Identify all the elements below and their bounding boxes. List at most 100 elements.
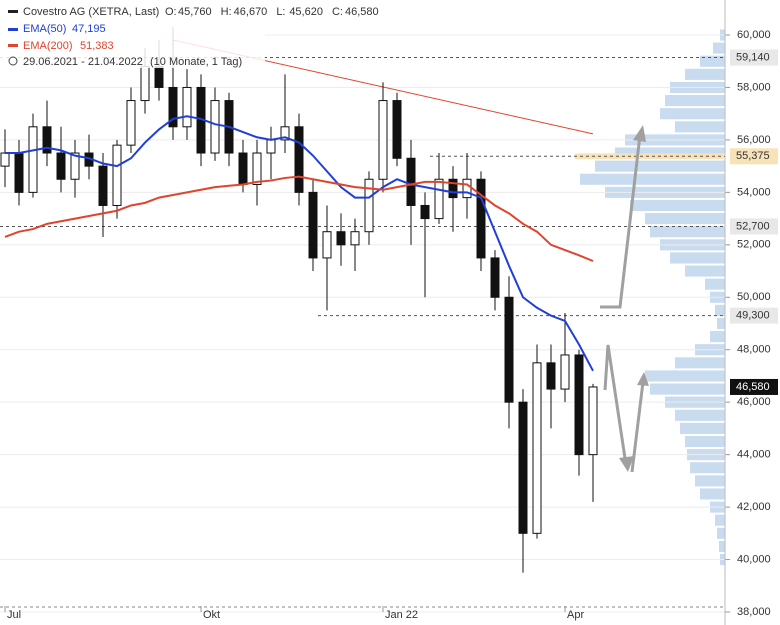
volume-bar [685, 68, 725, 80]
y-tick-label: 60,000 [737, 29, 771, 41]
legend-swatch [8, 28, 18, 31]
y-tick-label: 44,000 [737, 449, 771, 461]
legend-bg [0, 2, 265, 68]
candle-body [560, 354, 570, 390]
candle-body [364, 178, 374, 233]
candle-body [350, 231, 360, 246]
legend-swatch [8, 44, 18, 47]
candle-body [490, 257, 500, 298]
volume-bar [715, 304, 725, 316]
volume-bar [717, 317, 725, 330]
candle-body [574, 354, 584, 456]
x-tick-label: Jan 22 [385, 609, 418, 621]
volume-bar [700, 55, 725, 67]
candle-body [462, 178, 472, 199]
candle-body [588, 386, 598, 456]
ohlc-value: 46,670 [234, 6, 268, 18]
candle-body [406, 157, 416, 206]
level-highlight [575, 153, 725, 160]
ohlc-key: C: [332, 6, 343, 18]
volume-bar [705, 278, 725, 290]
volume-bar [645, 213, 725, 225]
y-tick-label: 54,000 [737, 186, 771, 198]
volume-bar [675, 121, 725, 133]
candle-body [182, 86, 192, 128]
period: (10 Monate, 1 Tag) [150, 56, 242, 68]
level-label-bg [730, 218, 778, 235]
arrow [600, 134, 642, 309]
volume-bar [580, 173, 725, 185]
last-price-bg [730, 378, 778, 395]
candle-body [42, 126, 52, 154]
y-tick-label: 46,000 [737, 396, 771, 408]
chart-title: Covestro AG (XETRA, Last) [23, 6, 159, 18]
x-tick-label: Apr [567, 609, 584, 621]
legend-label: EMA(50) [23, 23, 66, 35]
arrow-head [637, 372, 649, 386]
y-tick-label: 38,000 [737, 606, 771, 618]
legend: Covestro AG (XETRA, Last) O: 45,760 H: 46,6… [0, 2, 379, 68]
candle-body [112, 144, 122, 206]
volume-bar [690, 462, 725, 474]
level-label: 49,300 [736, 310, 770, 322]
volume-bar [717, 527, 725, 539]
candle-body [294, 126, 304, 193]
candle-body [56, 152, 66, 180]
candle-body [336, 231, 346, 246]
candle-body [126, 100, 136, 146]
candle-body [448, 178, 458, 199]
ohlc-value: 45,760 [178, 6, 212, 18]
candle-body [0, 152, 10, 167]
level-label: 59,140 [736, 51, 770, 63]
last-price-label: 46,580 [736, 381, 770, 393]
candle-body [546, 362, 556, 390]
level-label-bg [730, 307, 778, 324]
candle-body [266, 139, 276, 154]
volume-bar [665, 95, 725, 107]
x-tick-label: Okt [203, 609, 220, 621]
candle-body [518, 401, 528, 534]
candle-body [168, 86, 178, 128]
candle-body [140, 65, 150, 102]
volume-bar [675, 357, 725, 369]
y-tick-label: 56,000 [737, 134, 771, 146]
x-tick-label: Jul [7, 609, 21, 621]
candle-body [70, 152, 80, 180]
volume-bar [713, 42, 725, 54]
volume-bar [675, 409, 725, 421]
ema-line [4, 175, 594, 262]
candle-body [98, 165, 108, 206]
y-tick-label: 58,000 [737, 81, 771, 93]
candle-body [308, 191, 318, 259]
candle-body [378, 100, 388, 180]
ohlc-key: L: [276, 6, 285, 18]
volume-bar [650, 383, 725, 395]
ohlc-key: O: [165, 6, 177, 18]
arrow [603, 344, 628, 466]
ema-line [5, 115, 594, 372]
volume-bar [650, 226, 725, 238]
legend-label: EMA(200) [23, 40, 73, 52]
candle-body [476, 178, 486, 259]
candle-body [252, 152, 262, 185]
y-tick-label: 40,000 [737, 553, 771, 565]
candle-body [210, 100, 220, 154]
volume-bar [645, 370, 725, 382]
level-label: 52,700 [736, 220, 770, 232]
level-label-bg [730, 49, 778, 66]
level-label: 55,375 [736, 150, 770, 162]
candle-body [504, 296, 514, 403]
volume-bar [695, 475, 725, 487]
volume-bar [700, 488, 725, 500]
volume-bar [660, 108, 725, 120]
candle-body [434, 178, 444, 220]
candle-body [392, 100, 402, 159]
clock-icon [8, 56, 18, 66]
ohlc-value: 46,580 [345, 6, 379, 18]
candle-body [420, 204, 430, 220]
volume-bar [685, 265, 725, 277]
arrow-head [619, 456, 634, 472]
legend-value: 51,383 [80, 40, 114, 52]
